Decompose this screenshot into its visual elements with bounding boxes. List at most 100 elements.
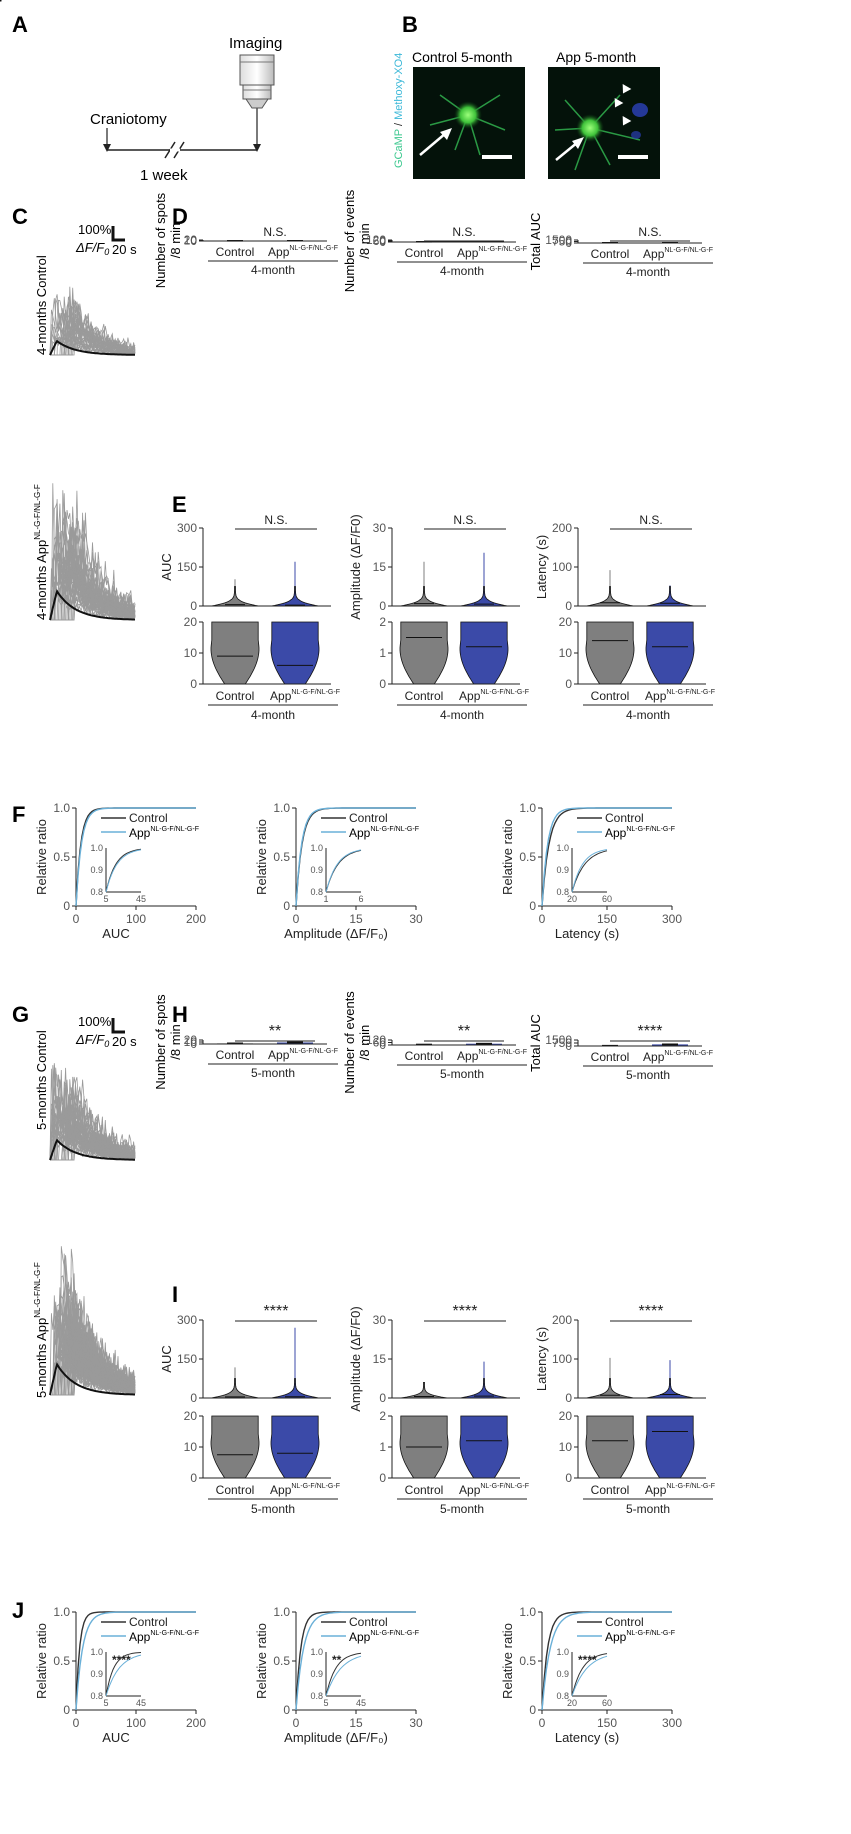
violin-chart-E1: 0 150 300 AUC N.S. 0 10 20 Control AppNL-G-F/NL-G… — [159, 513, 340, 722]
y-tick-label: 1.0 — [53, 1605, 70, 1619]
y-tick-label: 0 — [190, 234, 197, 248]
significance-label: ** — [269, 1023, 281, 1040]
trace-line — [49, 1136, 136, 1161]
significance-label: N.S. — [452, 225, 475, 239]
trace-line — [50, 580, 136, 621]
app-label-superscript: NL-G-F/NL-G-F — [666, 1483, 715, 1490]
app-label-main: App — [457, 246, 479, 260]
inset-violin-body — [210, 1415, 260, 1479]
inset-x-tick-label: 5 — [323, 1698, 328, 1708]
app-category-label: AppNL-G-F/NL-G-F — [645, 1483, 715, 1497]
inset-x-tick-label: 60 — [602, 894, 612, 904]
x-tick-label: 15 — [349, 1716, 363, 1730]
y-tick-label: 0 — [63, 899, 70, 913]
control-category-label: Control — [591, 1483, 630, 1497]
inset-y-tick-label: 20 — [559, 1409, 573, 1423]
inset-y-tick-label: 10 — [559, 646, 573, 660]
panel-c-scale-bar: 100% ΔF/F0 20 s — [75, 222, 137, 257]
y-tick-label: 0 — [379, 1391, 386, 1405]
cdf-line — [295, 807, 416, 907]
inset-y-tick-label: 1 — [379, 1440, 386, 1454]
violin-body — [586, 1378, 634, 1399]
x-tick-label: 0 — [293, 1716, 300, 1730]
control-category-label: Control — [591, 1050, 630, 1064]
control-category-label: Control — [405, 246, 444, 260]
legend-app-label: AppNL-G-F/NL-G-F — [129, 1630, 199, 1644]
y-tick-label: 750 — [552, 1036, 572, 1050]
y-tick-label: 15 — [373, 560, 387, 574]
y-tick-label: 20 — [184, 1033, 198, 1047]
inset-y-tick-label: 1 — [379, 646, 386, 660]
inset-y-tick-label: 2 — [379, 1409, 386, 1423]
violin-chart-I2: 0 15 30 Amplitude (ΔF/F0) **** 0 1 2 Control AppN… — [348, 1303, 529, 1516]
y-tick-label: 20 — [184, 233, 198, 247]
y-tick-label: 0 — [190, 599, 197, 613]
cdf-chart-J3: 0 0.5 1.0 0 150 300 Latency (s) Relative ratio 0… — [500, 1605, 682, 1745]
mean-trace-line — [49, 589, 135, 621]
legend-app-main: App — [129, 826, 151, 840]
inset-x-tick-label: 45 — [356, 1698, 366, 1708]
panel-label-g: G — [12, 1002, 29, 1027]
panel-label-d: D — [172, 204, 188, 229]
app-category-label: AppNL-G-F/NL-G-F — [270, 1483, 340, 1497]
violin-chart-I1: 0 150 300 AUC **** 0 10 20 Control AppNL-G-F/NL-G… — [159, 1303, 340, 1516]
y-tick-label: 300 — [177, 521, 197, 535]
x-tick-label: 0 — [539, 1716, 546, 1730]
y-tick-label: 0 — [190, 1391, 197, 1405]
legend-app-superscript: NL-G-F/NL-G-F — [626, 1630, 675, 1637]
trace-line — [50, 1067, 136, 1161]
x-tick-label: 0 — [539, 912, 546, 926]
interval-label: 1 week — [140, 167, 188, 184]
y-tick-label: 0 — [529, 899, 536, 913]
y-tick-label: 100 — [552, 1352, 572, 1366]
panel-b-images: Control 5-month App 5-month GCaMP / Meth… — [393, 49, 660, 179]
inset-y-tick-label: 10 — [559, 1440, 573, 1454]
inset-y-tick-label: 0.8 — [90, 1691, 103, 1701]
legend-app-label: AppNL-G-F/NL-G-F — [605, 826, 675, 840]
inset-significance-label: **** — [112, 1653, 131, 1667]
cdf-chart-J1: 0 0.5 1.0 0 100 200 AUC Relative ratio 0.8 0.9 1.0… — [34, 1605, 206, 1745]
y-tick-label: 10 — [184, 1035, 198, 1049]
app-label-superscript: NL-G-F/NL-G-F — [480, 689, 529, 696]
y-axis-label: AUC — [159, 553, 174, 580]
legend-control-label: Control — [129, 1615, 168, 1629]
stain-blue-label: Methoxy-XO4 — [393, 53, 405, 120]
group-label: 4-month — [251, 263, 295, 277]
violin-body — [460, 1378, 508, 1399]
x-axis-label: Amplitude (ΔF/F₀) — [284, 1730, 388, 1745]
y-axis-label: Latency (s) — [534, 535, 549, 599]
control-category-label: Control — [216, 1483, 255, 1497]
legend-control-label: Control — [349, 811, 388, 825]
inset-y-tick-label: 0 — [190, 677, 197, 691]
x-tick-label: 30 — [409, 1716, 423, 1730]
app-label-main: App — [645, 1483, 667, 1497]
control-category-label: Control — [405, 1483, 444, 1497]
legend-app-main: App — [605, 826, 627, 840]
cdf-line — [75, 807, 196, 907]
group-label: 5-month — [626, 1502, 670, 1516]
cdf-line — [541, 1611, 672, 1711]
inset-y-tick-label: 0.8 — [556, 1691, 569, 1701]
legend-control-label: Control — [129, 811, 168, 825]
inset-y-tick-label: 0.9 — [90, 1669, 103, 1679]
y-tick-label: 0.5 — [53, 850, 70, 864]
panel-label-f: F — [12, 802, 25, 827]
inset-x-tick-label: 45 — [136, 1698, 146, 1708]
traces-5m-control — [49, 1063, 136, 1161]
stain-green-label: GCaMP — [393, 129, 405, 168]
inset-cdf-line — [571, 1655, 608, 1697]
y-tick-label: 60 — [373, 234, 387, 248]
scale-percent: 100% — [78, 222, 112, 237]
inset-cdf-line — [105, 848, 142, 893]
x-tick-label: 300 — [662, 912, 682, 926]
app-category-label: AppNL-G-F/NL-G-F — [270, 689, 340, 703]
inset-y-tick-label: 0.8 — [90, 887, 103, 897]
imaging-label: Imaging — [229, 35, 282, 52]
significance-label: N.S. — [638, 225, 661, 239]
inset-y-tick-label: 0 — [565, 1471, 572, 1485]
legend-app-superscript: NL-G-F/NL-G-F — [370, 826, 419, 833]
y-tick-label: 15 — [373, 1352, 387, 1366]
